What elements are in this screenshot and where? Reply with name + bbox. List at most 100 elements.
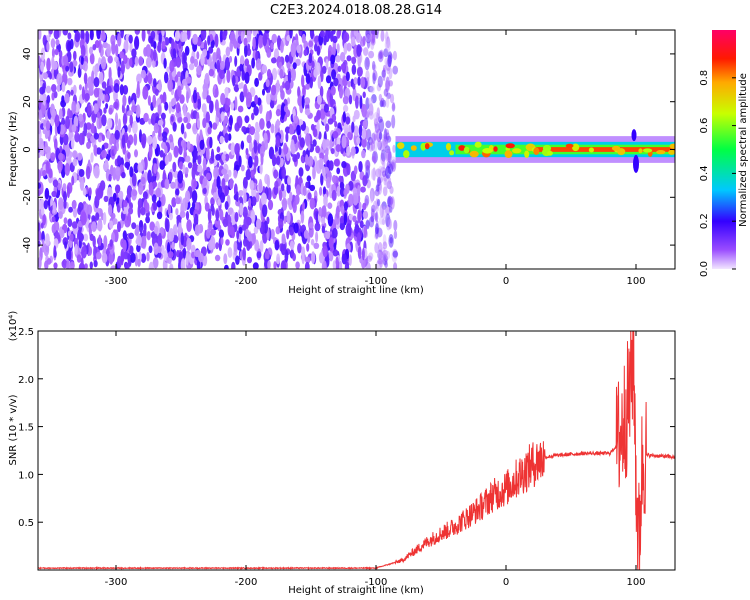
noise-blob [66, 260, 70, 269]
noise-blob [122, 239, 127, 253]
noise-blob [358, 201, 362, 211]
noise-blob [264, 30, 270, 34]
noise-blob [53, 245, 57, 258]
x-tick-label: 0 [503, 276, 509, 287]
noise-blob [178, 49, 182, 58]
noise-blob [137, 162, 143, 173]
noise-blob [240, 31, 244, 42]
noise-blob [300, 210, 305, 224]
noise-blob [197, 155, 202, 165]
noise-blob [312, 166, 316, 180]
noise-blob [74, 243, 78, 255]
noise-blob [38, 120, 42, 135]
noise-blob [295, 58, 301, 66]
carrier-blob [571, 143, 580, 152]
noise-blob [148, 144, 153, 159]
noise-blob [244, 71, 250, 84]
noise-blob [173, 145, 179, 158]
noise-blob [150, 30, 156, 40]
noise-blob [241, 126, 247, 133]
noise-blob [129, 114, 133, 126]
noise-blob [326, 176, 331, 189]
noise-blob [281, 189, 287, 199]
noise-blob [377, 75, 383, 88]
noise-blob [97, 96, 102, 109]
noise-blob [360, 186, 366, 193]
noise-blob [348, 94, 353, 105]
noise-blob [53, 91, 58, 99]
noise-blob [325, 147, 329, 157]
noise-blob [39, 198, 45, 211]
noise-blob [243, 238, 248, 247]
noise-blob [177, 170, 184, 184]
noise-blob [310, 238, 315, 246]
noise-blob [183, 140, 187, 154]
noise-blob [93, 165, 100, 179]
noise-blob [319, 30, 325, 38]
noise-blob [164, 101, 169, 111]
noise-blob [383, 88, 389, 97]
noise-blob [296, 44, 302, 54]
noise-blob [227, 169, 232, 178]
noise-blob [150, 113, 157, 126]
noise-blob [131, 222, 137, 230]
noise-blob [131, 173, 137, 187]
noise-blob [152, 136, 158, 150]
noise-blob [134, 149, 138, 158]
noise-blob [145, 215, 151, 224]
noise-blob [150, 37, 154, 47]
noise-blob [224, 153, 230, 162]
noise-blob [271, 57, 277, 64]
noise-blob [68, 206, 73, 213]
noise-blob [309, 76, 314, 89]
carrier-blob [642, 148, 653, 153]
noise-blob [385, 148, 392, 162]
carrier-blob [669, 143, 675, 149]
noise-blob [82, 187, 87, 196]
noise-blob [124, 161, 131, 169]
noise-blob [162, 91, 167, 105]
noise-blob [133, 133, 138, 146]
noise-blob [42, 72, 48, 80]
noise-blob [302, 185, 307, 197]
noise-blob [210, 148, 215, 162]
noise-blob [393, 230, 398, 239]
noise-blob [316, 120, 320, 135]
noise-blob [388, 80, 394, 87]
noise-blob [117, 221, 121, 233]
noise-blob [58, 50, 63, 59]
noise-blob [72, 150, 78, 159]
noise-blob [135, 224, 140, 237]
noise-blob [172, 161, 177, 173]
noise-blob [124, 220, 131, 228]
carrier-blob [611, 145, 621, 151]
noise-blob [234, 122, 240, 132]
noise-blob [140, 176, 146, 185]
noise-blob [45, 146, 51, 153]
noise-blob [327, 118, 334, 125]
noise-blob [306, 243, 310, 252]
carrier-band-core [535, 147, 675, 152]
noise-blob [211, 206, 215, 216]
noise-blob [392, 144, 396, 153]
noise-blob [270, 42, 274, 50]
noise-blob [119, 51, 125, 59]
spectrogram-x-axis-label: Height of straight line (km) [288, 285, 424, 296]
noise-blob [246, 134, 252, 144]
noise-blob [293, 222, 299, 234]
noise-blob [216, 146, 221, 153]
x-tick-label: 100 [626, 577, 645, 588]
noise-blob [285, 132, 289, 143]
noise-blob [160, 244, 165, 255]
noise-blob [308, 222, 314, 229]
noise-blob [271, 67, 278, 81]
noise-blob [153, 41, 157, 50]
noise-blob [247, 256, 252, 264]
noise-blob [309, 30, 315, 40]
noise-blob [378, 242, 383, 253]
noise-blob [103, 195, 109, 203]
noise-blob [199, 129, 203, 144]
noise-blob [375, 168, 382, 178]
noise-blob [220, 237, 224, 246]
noise-blob [310, 123, 315, 131]
